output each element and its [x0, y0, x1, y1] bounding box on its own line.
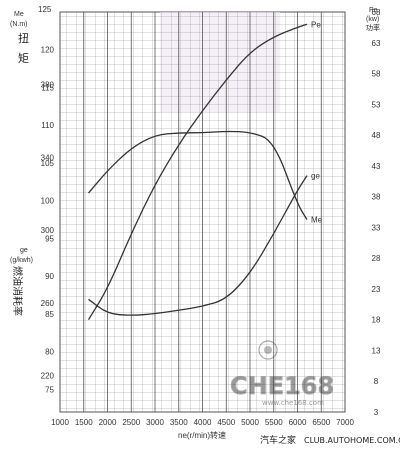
fuel-axis-title: ge: [20, 247, 28, 254]
series-me-label: Me: [311, 216, 323, 225]
che168-logo: CHE168 www.che168.com: [230, 340, 335, 407]
power-tick-label: 13: [372, 346, 381, 355]
fuel-tick-label: 220: [41, 372, 55, 381]
x-tick-label: 1000: [51, 418, 69, 427]
power-tick-label: 53: [372, 100, 381, 109]
fuel-tick-label: 260: [41, 299, 55, 308]
series-pe-line: [87, 23, 308, 321]
x-tick-label: 6500: [312, 418, 330, 427]
x-tick-label: 1500: [75, 418, 93, 427]
torque-tick-label: 90: [45, 272, 54, 281]
series-layer: Pe Me ge: [87, 20, 323, 321]
fuel-axis-name: 燃油消耗率: [11, 266, 24, 316]
major-gridlines: [59, 12, 346, 412]
logo-text: CHE168: [230, 372, 334, 400]
torque-tick-label: 120: [41, 46, 55, 55]
power-tick-label: 3: [374, 408, 379, 417]
logo-url: www.che168.com: [262, 399, 324, 407]
torque-tick-label: 95: [45, 234, 54, 243]
series-pe-label: Pe: [311, 20, 321, 29]
fuel-axis-ticks: 380 340 300 260 220: [41, 81, 55, 381]
torque-axis-name-2: 矩: [18, 52, 29, 65]
x-axis-ticks: 1000 1500 2000 2500 3000 3500 4000 4500 5000 5500…: [51, 418, 354, 427]
series-ge-line: [88, 175, 308, 316]
x-tick-label: 5000: [241, 418, 259, 427]
watermark-site: CLUB.AUTOHOME.COM.CN: [304, 436, 400, 445]
fuel-tick-label: 380: [41, 81, 55, 90]
power-tick-label: 8: [374, 377, 379, 386]
x-tick-label: 2500: [122, 418, 140, 427]
torque-axis-title: Me: [14, 11, 24, 18]
x-tick-label: 4500: [217, 418, 235, 427]
power-axis-unit: (kw): [366, 16, 379, 23]
torque-tick-label: 110: [41, 121, 54, 130]
fuel-tick-label: 300: [41, 226, 55, 235]
power-tick-label: 48: [372, 131, 381, 140]
power-tick-label: 18: [372, 316, 381, 325]
torque-axis-name-1: 扭: [18, 31, 29, 45]
power-tick-label: 63: [372, 39, 381, 48]
torque-tick-label: 100: [41, 197, 55, 206]
x-tick-label: 4000: [194, 418, 212, 427]
x-tick-label: 6000: [289, 418, 307, 427]
x-tick-label: 2000: [99, 418, 117, 427]
torque-tick-label: 75: [45, 385, 54, 394]
power-tick-label: 33: [372, 223, 381, 232]
x-tick-label: 5500: [265, 418, 283, 427]
x-tick-label: 3500: [170, 418, 188, 427]
torque-tick-label: 85: [45, 310, 54, 319]
power-tick-label: 38: [372, 193, 381, 202]
top-left-value: 125: [38, 5, 52, 14]
power-tick-label: 68: [372, 8, 381, 17]
watermark-brand: 汽车之家: [260, 434, 296, 446]
torque-axis-ticks: 120 115 110 105 100 95 90 85 80 75: [41, 46, 55, 395]
fuel-axis-unit: (g/kwh): [10, 257, 33, 264]
power-tick-label: 58: [372, 70, 381, 79]
torque-tick-label: 105: [41, 159, 55, 168]
series-me-line: [88, 130, 308, 220]
x-tick-label: 7000: [336, 418, 354, 427]
torque-tick-label: 115: [41, 83, 54, 92]
power-axis-ticks: 68 63 58 53 48 43 38 33 28 23 18 13 8 3: [372, 8, 381, 417]
power-tick-label: 28: [372, 254, 381, 263]
torque-tick-label: 80: [45, 348, 54, 357]
fuel-tick-label: 340: [41, 153, 55, 162]
power-axis-name: 功率: [366, 23, 380, 32]
x-tick-label: 3000: [146, 418, 164, 427]
power-tick-label: 23: [372, 285, 381, 294]
x-axis-title: ne(r/min)转速: [178, 430, 226, 440]
power-axis-title: Pe: [369, 7, 378, 14]
series-ge-label: ge: [311, 172, 320, 181]
torque-axis-unit: (N.m): [10, 21, 28, 28]
power-tick-label: 43: [372, 162, 381, 171]
